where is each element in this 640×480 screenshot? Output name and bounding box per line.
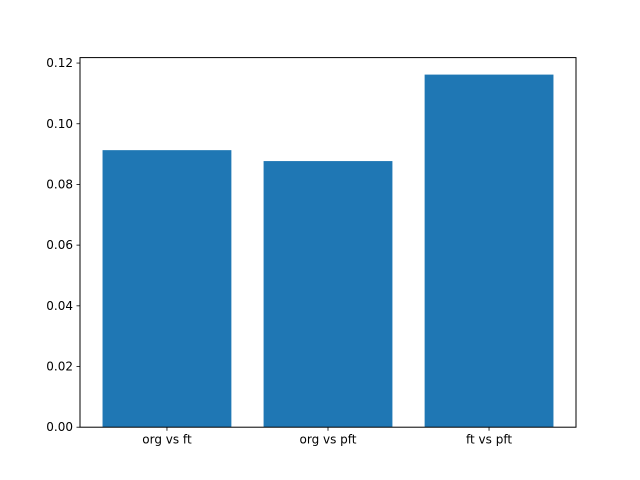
bar-org-vs-pft bbox=[263, 161, 393, 428]
y-tick-label: 0.04 bbox=[46, 299, 73, 313]
x-tick-label: ft vs pft bbox=[466, 433, 512, 447]
y-tick-label: 0.10 bbox=[46, 117, 73, 131]
y-tick-label: 0.12 bbox=[46, 56, 73, 70]
y-tick-label: 0.08 bbox=[46, 177, 73, 191]
y-tick-label: 0.00 bbox=[46, 420, 73, 434]
x-tick-label: org vs ft bbox=[142, 433, 192, 447]
y-tick-label: 0.06 bbox=[46, 238, 73, 252]
bar-ft-vs-pft bbox=[424, 74, 554, 428]
axes-spines bbox=[79, 57, 577, 428]
y-tick-label: 0.02 bbox=[46, 360, 73, 374]
bar-org-vs-ft bbox=[102, 150, 232, 428]
x-tick-label: org vs pft bbox=[300, 433, 357, 447]
